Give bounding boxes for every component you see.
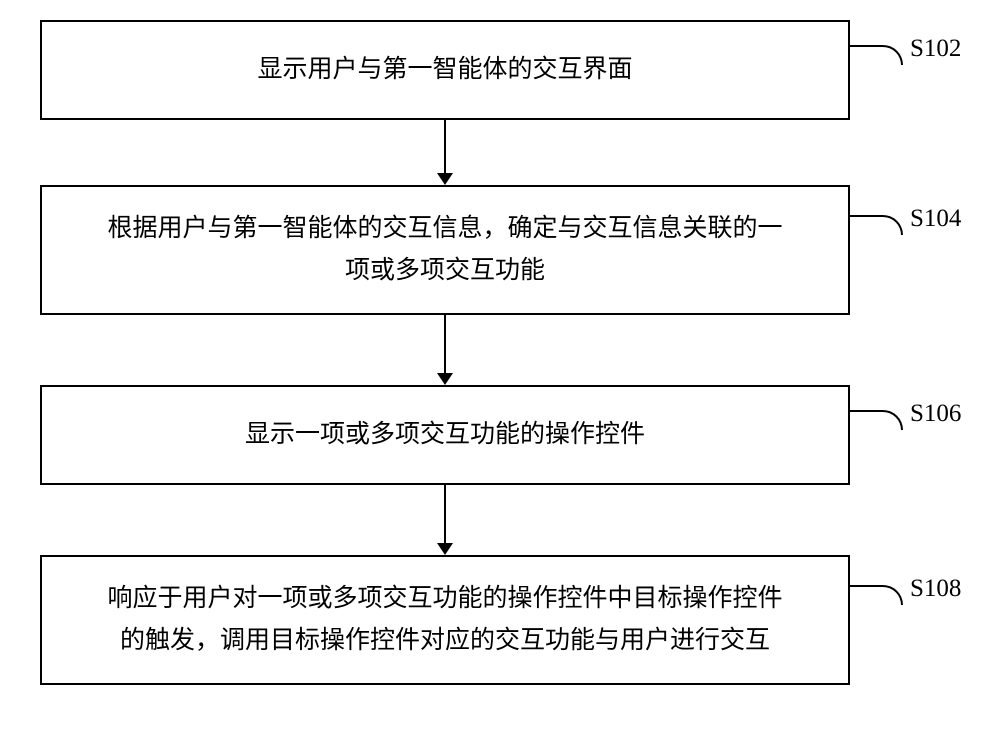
flow-connector [444, 485, 446, 543]
label-leader [848, 45, 903, 65]
flow-step-text: 显示用户与第一智能体的交互界面 [257, 49, 632, 92]
flow-step-label-s104: S104 [910, 205, 961, 233]
flowchart-canvas: 显示用户与第一智能体的交互界面 S102 根据用户与第一智能体的交互信息，确定与… [0, 0, 1000, 731]
flow-step-text: 显示一项或多项交互功能的操作控件 [245, 414, 645, 457]
flow-connector [444, 315, 446, 373]
flow-step-label-s106: S106 [910, 400, 961, 428]
label-leader [848, 585, 903, 605]
flow-step-s108: 响应于用户对一项或多项交互功能的操作控件中目标操作控件 的触发，调用目标操作控件… [40, 555, 850, 685]
arrowhead-icon [437, 373, 453, 385]
flow-step-s104: 根据用户与第一智能体的交互信息，确定与交互信息关联的一 项或多项交互功能 [40, 185, 850, 315]
flow-step-text: 响应于用户对一项或多项交互功能的操作控件中目标操作控件 的触发，调用目标操作控件… [107, 578, 782, 663]
flow-step-label-s102: S102 [910, 35, 961, 63]
flow-step-text: 根据用户与第一智能体的交互信息，确定与交互信息关联的一 项或多项交互功能 [107, 208, 782, 293]
arrowhead-icon [437, 173, 453, 185]
flow-step-s102: 显示用户与第一智能体的交互界面 [40, 20, 850, 120]
flow-step-label-s108: S108 [910, 575, 961, 603]
flow-connector [444, 120, 446, 173]
arrowhead-icon [437, 543, 453, 555]
label-leader [848, 410, 903, 430]
flow-step-s106: 显示一项或多项交互功能的操作控件 [40, 385, 850, 485]
label-leader [848, 215, 903, 235]
